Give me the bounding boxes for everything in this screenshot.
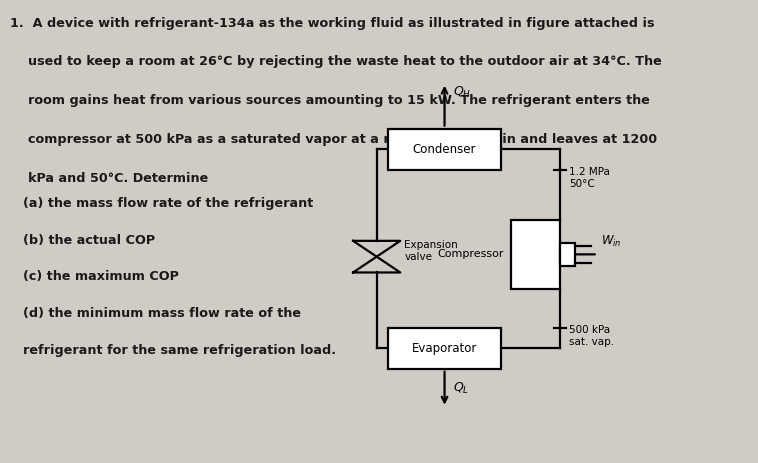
- Text: Evaporator: Evaporator: [412, 342, 478, 355]
- Text: (b) the actual COP: (b) the actual COP: [23, 234, 155, 247]
- FancyBboxPatch shape: [388, 327, 501, 369]
- Text: compressor at 500 kPa as a saturated vapor at a rate of 1000 L/min and leaves at: compressor at 500 kPa as a saturated vap…: [10, 133, 656, 146]
- Text: room gains heat from various sources amounting to 15 kW. The refrigerant enters : room gains heat from various sources amo…: [10, 94, 650, 107]
- Text: (d) the minimum mass flow rate of the: (d) the minimum mass flow rate of the: [23, 307, 301, 320]
- Text: (c) the maximum COP: (c) the maximum COP: [23, 270, 179, 283]
- Text: 1.2 MPa
50°C: 1.2 MPa 50°C: [569, 168, 610, 189]
- Text: $Q_L$: $Q_L$: [453, 381, 470, 396]
- Text: 1.  A device with refrigerant-134a as the working fluid as illustrated in figure: 1. A device with refrigerant-134a as the…: [10, 17, 654, 30]
- Text: kPa and 50°C. Determine: kPa and 50°C. Determine: [10, 172, 208, 185]
- FancyBboxPatch shape: [388, 129, 501, 170]
- Text: Expansion
valve: Expansion valve: [405, 240, 459, 262]
- Text: refrigerant for the same refrigeration load.: refrigerant for the same refrigeration l…: [23, 344, 337, 357]
- Text: Condenser: Condenser: [413, 143, 476, 156]
- FancyBboxPatch shape: [560, 243, 575, 266]
- Text: used to keep a room at 26°C by rejecting the waste heat to the outdoor air at 34: used to keep a room at 26°C by rejecting…: [10, 56, 661, 69]
- Text: $W_{in}$: $W_{in}$: [601, 234, 622, 249]
- Text: 500 kPa
sat. vap.: 500 kPa sat. vap.: [569, 325, 614, 347]
- Text: $Q_H$: $Q_H$: [453, 85, 471, 100]
- Text: (a) the mass flow rate of the refrigerant: (a) the mass flow rate of the refrigeran…: [23, 197, 314, 210]
- Text: Compressor: Compressor: [438, 250, 504, 259]
- FancyBboxPatch shape: [511, 220, 560, 289]
